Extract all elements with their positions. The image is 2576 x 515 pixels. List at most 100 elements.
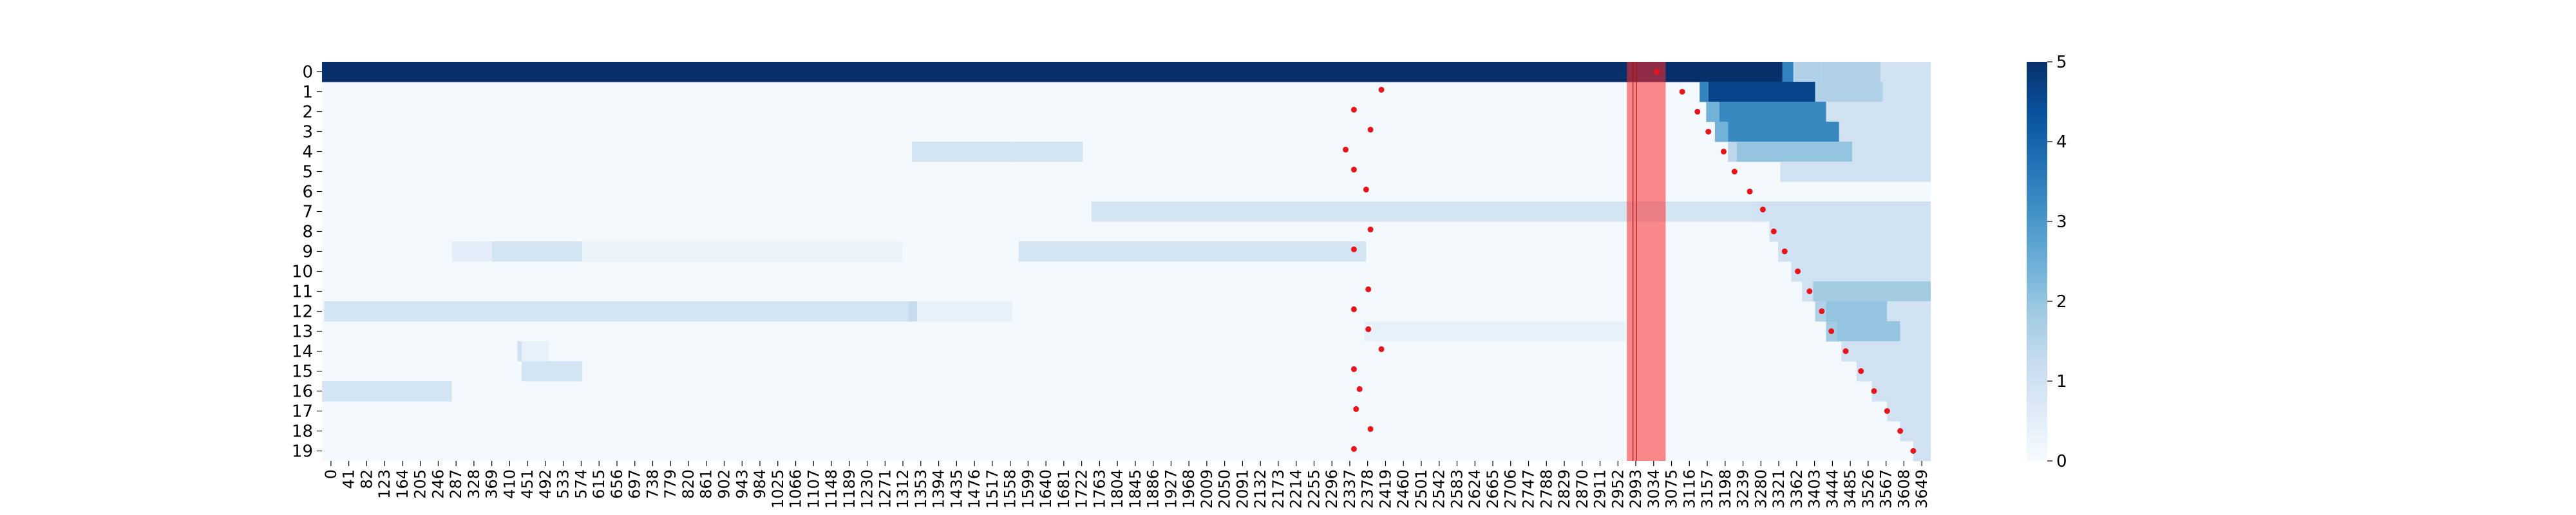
y-tick-label: 6 <box>302 183 313 202</box>
marker-point <box>1884 408 1890 414</box>
heatmap-cell <box>1913 441 1931 462</box>
heatmap-cell <box>522 361 583 382</box>
heatmap-cell <box>1793 62 1822 82</box>
y-tick-label: 14 <box>292 342 313 362</box>
x-tick-label: 697 <box>626 469 644 499</box>
x-tick-label: 902 <box>715 469 734 499</box>
heatmap-cell <box>1821 62 1881 82</box>
x-tick-label: 984 <box>751 469 769 499</box>
colorbar-gradient <box>2027 62 2047 461</box>
x-tick-label: 2009 <box>1198 469 1216 509</box>
x-tick-label: 1353 <box>912 469 930 509</box>
x-tick-label: 2706 <box>1502 469 1520 509</box>
x-tick-label: 1886 <box>1144 469 1162 509</box>
x-tick-label: 1517 <box>983 469 1001 509</box>
x-tick-label: 1640 <box>1037 469 1055 509</box>
x-tick-label: 1189 <box>840 469 858 509</box>
x-tick-label: 1230 <box>858 469 876 509</box>
x-tick-label: 2173 <box>1269 469 1287 509</box>
x-tick-label: 2460 <box>1394 469 1412 509</box>
y-tick-label: 10 <box>292 263 313 282</box>
x-tick-label: 410 <box>500 469 518 499</box>
y-tick-label: 8 <box>302 223 313 242</box>
marker-point <box>1350 445 1357 452</box>
x-tick-label: 287 <box>447 469 465 499</box>
x-tick-label: 1763 <box>1090 469 1108 509</box>
x-tick-label: 82 <box>357 469 375 489</box>
x-tick-label: 1681 <box>1055 469 1073 509</box>
y-tick-label: 4 <box>302 143 313 162</box>
x-tick-label: 1927 <box>1162 469 1180 509</box>
x-tick-label: 369 <box>483 469 501 499</box>
x-tick-label: 2993 <box>1627 469 1645 509</box>
y-tick-label: 17 <box>292 402 313 422</box>
heatmap-cell <box>451 241 493 262</box>
marker-point <box>1365 286 1372 292</box>
x-tick-label: 3034 <box>1645 469 1663 509</box>
x-tick-label: 2829 <box>1555 469 1573 509</box>
marker-point <box>1367 426 1374 432</box>
x-tick-label: 2501 <box>1412 469 1430 509</box>
x-tick-label: 3649 <box>1913 469 1931 509</box>
x-tick-label: 1968 <box>1180 469 1198 509</box>
x-tick-label: 1476 <box>965 469 983 509</box>
x-tick-label: 2583 <box>1448 469 1466 509</box>
heatmap-cell <box>1736 142 1853 162</box>
x-tick-label: 943 <box>733 469 751 499</box>
x-tick-label: 820 <box>679 469 697 499</box>
heatmap-cell <box>1714 122 1728 142</box>
marker-point <box>1828 328 1835 334</box>
x-tick-label: 492 <box>536 469 554 499</box>
y-tick-label: 7 <box>302 203 313 222</box>
y-tick-label: 15 <box>292 362 313 382</box>
heatmap-cell <box>1839 122 1931 142</box>
x-tick-label: 164 <box>393 469 412 499</box>
heatmap-cell <box>1091 241 1367 262</box>
marker-point <box>1781 248 1788 254</box>
marker-point <box>1731 169 1738 174</box>
colorbar-tick-label: 2 <box>2056 292 2067 312</box>
x-tick-label: 2870 <box>1573 469 1591 509</box>
x-tick-label: 41 <box>340 469 358 489</box>
x-tick-label: 861 <box>697 469 715 499</box>
x-tick-label: 328 <box>465 469 483 499</box>
heatmap-cell <box>1856 361 1931 382</box>
heatmap-cell <box>1900 321 1931 342</box>
x-tick-label: 2747 <box>1520 469 1538 509</box>
y-tick-label: 18 <box>292 422 313 442</box>
x-tick-label: 1435 <box>947 469 965 509</box>
marker-point <box>1350 106 1357 113</box>
x-tick-label: 2214 <box>1287 469 1305 509</box>
colorbar-tick-label: 5 <box>2056 53 2067 72</box>
marker-point <box>1343 146 1349 153</box>
heatmap-cell <box>1769 221 1931 242</box>
x-tick-label: 574 <box>572 469 590 499</box>
marker-point <box>1679 89 1685 95</box>
x-tick-label: 533 <box>554 469 573 499</box>
x-tick-label: 3362 <box>1788 469 1806 509</box>
marker-point <box>1367 226 1374 232</box>
x-tick-label: 2419 <box>1376 469 1394 509</box>
y-tick-label: 0 <box>302 63 313 82</box>
heatmap-cell <box>1363 321 1626 342</box>
marker-point <box>1363 186 1369 192</box>
heatmap-cell <box>917 301 1012 322</box>
marker-point <box>1365 326 1372 332</box>
x-tick-label: 2091 <box>1233 469 1251 509</box>
marker-point <box>1897 428 1904 434</box>
x-axis-ticks: 0 41 82 123 164 205 246 287 328 369 410 451 492 533 57… <box>322 461 1931 509</box>
heatmap-cell <box>1837 321 1900 342</box>
heatmap-cell <box>1900 421 1931 442</box>
marker-point <box>1356 386 1363 392</box>
y-tick-label: 13 <box>292 323 313 342</box>
marker-points <box>1343 69 1917 454</box>
x-tick-label: 1271 <box>876 469 894 509</box>
heatmap-cell <box>1752 201 1931 222</box>
x-tick-label: 2624 <box>1466 469 1484 509</box>
x-tick-label: 1599 <box>1019 469 1037 509</box>
marker-point <box>1871 388 1877 394</box>
colorbar-tick-label: 4 <box>2056 133 2067 152</box>
heatmap-cell <box>1826 301 1888 322</box>
heatmap-cell <box>1719 102 1826 122</box>
x-tick-label: 615 <box>590 469 608 499</box>
